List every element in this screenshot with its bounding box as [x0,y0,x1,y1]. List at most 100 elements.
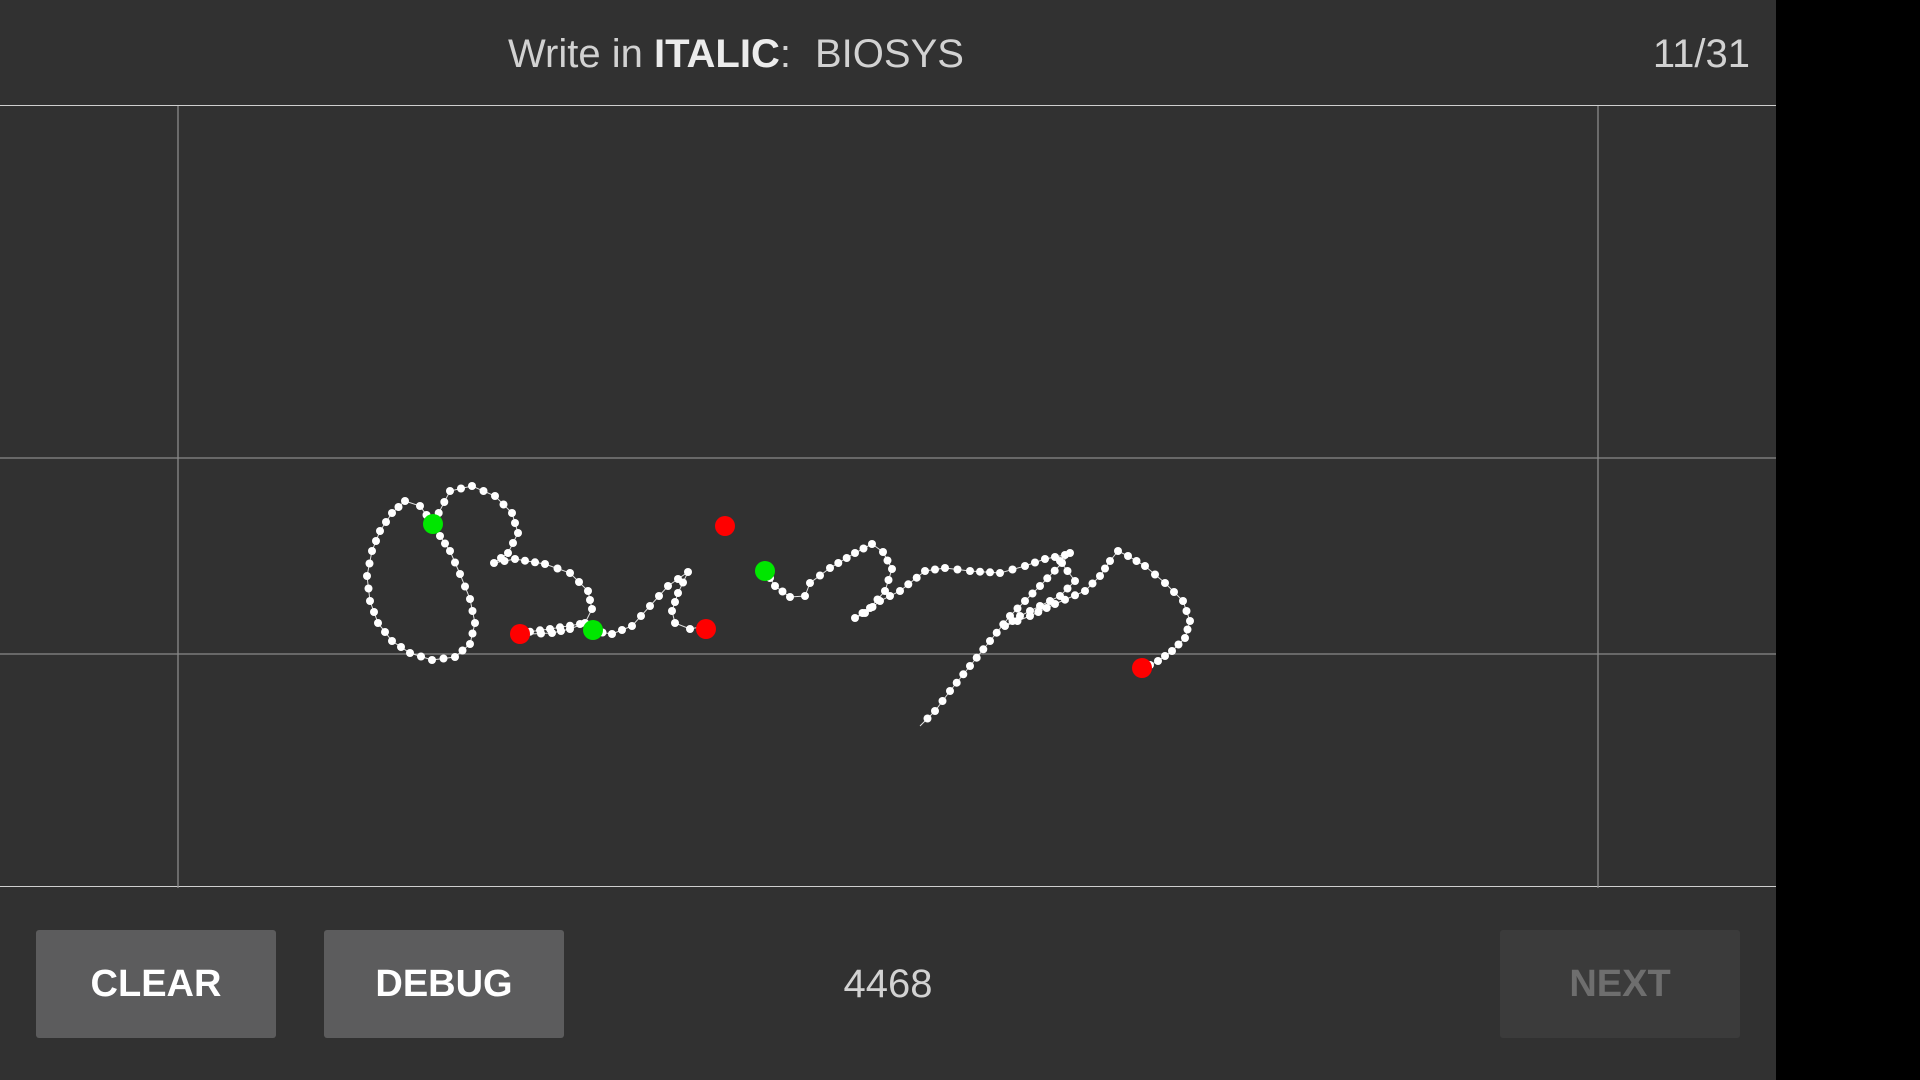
handwriting-svg[interactable] [0,106,1776,888]
ink-point [366,597,374,605]
ink-point [1026,612,1034,620]
ink-point [468,607,477,615]
ink-point [511,519,519,527]
ink-point [1031,558,1039,567]
ink-point [986,568,994,577]
ink-point [912,573,921,582]
ink-point [381,628,389,636]
ink-point [986,637,994,645]
ink-point [618,626,626,634]
ink-point [508,509,516,517]
ink-point [884,576,893,584]
ink-point [451,653,459,661]
ink-point [440,498,449,506]
ink-point [466,640,474,648]
ink-point [446,547,454,555]
ink-point [1063,584,1072,593]
ink-point [806,579,814,587]
ink-point [406,649,414,657]
ink-point [992,628,1001,637]
ink-point [668,607,676,615]
stroke-end-marker [696,619,716,639]
ink-point [368,547,376,555]
ink-point [921,567,929,575]
ink-point [388,637,396,645]
clear-button[interactable]: CLEAR [36,930,276,1038]
ink-points [363,482,1194,723]
ink-point [588,605,596,613]
ink-point [816,571,824,580]
ink-point [1124,552,1132,560]
ink-point [1181,634,1189,642]
ink-point [446,487,454,495]
ink-point [1132,557,1141,565]
ink-point [441,539,449,548]
ink-point [959,670,968,679]
ink-point [946,687,954,695]
ink-point [679,578,687,587]
ink-point [374,619,382,627]
ink-point [511,555,519,563]
ink-point [1043,574,1052,583]
instruction-text: Write in ITALIC: BIOSYS [508,28,964,80]
ink-point [584,587,592,595]
ink-point [1088,579,1097,588]
ink-point [1154,657,1162,665]
ink-point [778,587,787,596]
ink-point [876,597,884,605]
handwriting-canvas[interactable] [0,105,1776,888]
ink-point [504,549,512,557]
ink-point [923,714,932,723]
ink-point [1021,562,1029,570]
ink-point [471,619,479,627]
next-button[interactable]: NEXT [1500,930,1740,1038]
ink-point [499,500,508,509]
ink-point [1013,617,1022,625]
ink-point [457,484,465,493]
ink-point [1114,547,1122,555]
ink-point [1028,589,1037,598]
ink-point [1061,595,1069,604]
ink-point [941,564,949,572]
ink-point [416,502,424,510]
ink-point [608,630,616,638]
ink-point [686,625,694,633]
ink-point [521,556,529,565]
ink-point [546,625,554,633]
ink-point [514,529,522,537]
stroke-end-marker [1132,658,1152,678]
ink-point [500,557,509,565]
instruction-prefix: Write in [508,32,643,76]
instruction-colon: : [779,32,791,76]
app-window: Write in ITALIC: BIOSYS 11/31 [0,0,1776,1080]
stroke-markers [423,514,1152,678]
ink-point [826,564,834,572]
ink-point [966,567,974,575]
ink-point [979,645,988,654]
ink-point [883,556,892,565]
ink-point [1056,557,1064,565]
ink-point [1001,622,1009,630]
ink-point [1106,557,1114,565]
ink-point [1101,564,1109,573]
ink-point [363,572,371,580]
sample-counter: 4468 [843,962,933,1006]
ink-point [566,569,574,577]
ink-point [576,620,584,628]
ink-point [436,532,444,540]
ink-point [382,518,390,526]
ink-point [372,537,380,545]
ink-point [1179,597,1187,605]
ink-point [556,623,564,632]
ink-point [674,589,682,597]
ink-point [868,540,876,548]
stroke-end-marker [510,624,530,644]
ink-point [1170,588,1178,596]
debug-button[interactable]: DEBUG [324,930,564,1038]
ink-point [466,595,474,603]
ink-point [966,662,974,670]
ink-point [655,592,663,600]
ink-point [1081,587,1089,595]
ink-point [394,503,403,511]
ink-point [439,654,448,663]
